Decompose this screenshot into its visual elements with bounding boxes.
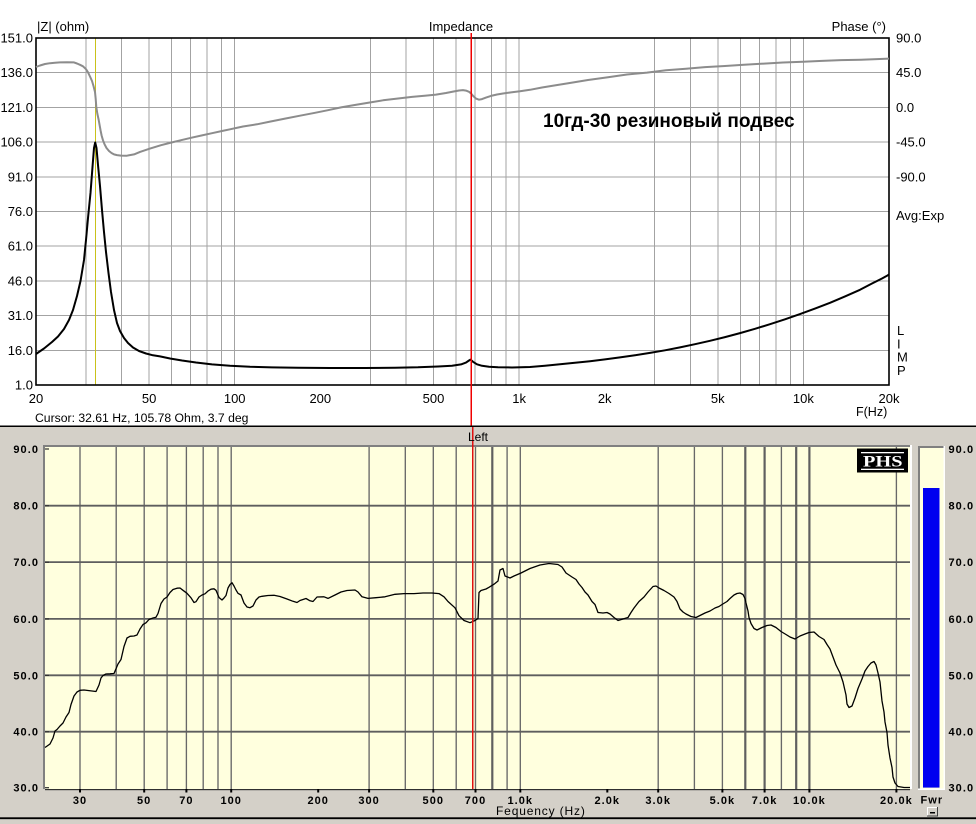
svg-text:40.0: 40.0 xyxy=(949,727,975,739)
svg-text:40.0: 40.0 xyxy=(13,727,39,739)
svg-text:F(Hz): F(Hz) xyxy=(856,405,887,419)
svg-text:60.0: 60.0 xyxy=(949,614,975,626)
svg-text:46.0: 46.0 xyxy=(8,273,33,288)
svg-text:30.0: 30.0 xyxy=(13,783,39,795)
svg-text:1.0k: 1.0k xyxy=(507,795,533,807)
svg-text:80.0: 80.0 xyxy=(13,501,39,513)
svg-text:Fwr: Fwr xyxy=(921,795,944,807)
svg-text:60.0: 60.0 xyxy=(13,614,39,626)
svg-text:16.0: 16.0 xyxy=(8,343,33,358)
svg-text:3.0k: 3.0k xyxy=(645,795,671,807)
svg-text:10k: 10k xyxy=(793,391,814,406)
svg-text:700: 700 xyxy=(465,795,487,807)
svg-text:1k: 1k xyxy=(512,391,526,406)
svg-text:Cursor: 32.61 Hz, 105.78 Ohm,: Cursor: 32.61 Hz, 105.78 Ohm, 3.7 deg xyxy=(35,411,248,425)
svg-text:Impedance: Impedance xyxy=(429,19,493,34)
svg-text:200: 200 xyxy=(309,391,331,406)
svg-text:20: 20 xyxy=(29,391,43,406)
svg-text:90.0: 90.0 xyxy=(13,444,39,456)
svg-text:-90.0: -90.0 xyxy=(896,169,926,184)
svg-text:|Z| (ohm): |Z| (ohm) xyxy=(37,19,89,34)
svg-text:Avg:Exp: Avg:Exp xyxy=(896,208,944,223)
svg-text:7.0k: 7.0k xyxy=(752,795,778,807)
svg-text:100: 100 xyxy=(224,391,246,406)
svg-text:121.0: 121.0 xyxy=(0,100,33,115)
svg-text:10гд-30 резиновый подвес: 10гд-30 резиновый подвес xyxy=(543,111,795,132)
svg-text:90.0: 90.0 xyxy=(949,444,975,456)
svg-text:I: I xyxy=(897,336,901,351)
svg-text:Phase (°): Phase (°) xyxy=(832,19,886,34)
svg-text:10.0k: 10.0k xyxy=(793,795,826,807)
svg-text:100: 100 xyxy=(220,795,242,807)
svg-text:90.0: 90.0 xyxy=(896,31,921,46)
svg-text:200: 200 xyxy=(307,795,329,807)
svg-text:151.0: 151.0 xyxy=(0,31,33,46)
svg-text:50.0: 50.0 xyxy=(949,670,975,682)
svg-text:M: M xyxy=(897,350,908,365)
svg-text:500: 500 xyxy=(423,391,445,406)
svg-text:50.0: 50.0 xyxy=(13,670,39,682)
svg-text:50: 50 xyxy=(137,795,151,807)
svg-text:500: 500 xyxy=(423,795,445,807)
svg-text:2.0k: 2.0k xyxy=(594,795,620,807)
svg-text:31.0: 31.0 xyxy=(8,308,33,323)
svg-text:136.0: 136.0 xyxy=(0,65,33,80)
svg-text:45.0: 45.0 xyxy=(896,65,921,80)
svg-text:76.0: 76.0 xyxy=(8,204,33,219)
svg-text:PHS: PHS xyxy=(863,454,903,471)
svg-text:1.0: 1.0 xyxy=(15,378,33,393)
svg-text:61.0: 61.0 xyxy=(8,239,33,254)
svg-text:70: 70 xyxy=(179,795,193,807)
svg-text:5k: 5k xyxy=(711,391,725,406)
svg-text:300: 300 xyxy=(358,795,380,807)
svg-text:Left: Left xyxy=(468,430,489,444)
svg-text:30.0: 30.0 xyxy=(949,783,975,795)
svg-text:106.0: 106.0 xyxy=(0,135,33,150)
svg-text:50: 50 xyxy=(142,391,156,406)
svg-text:0.0: 0.0 xyxy=(896,100,914,115)
svg-text:-45.0: -45.0 xyxy=(896,135,926,150)
svg-text:2k: 2k xyxy=(598,391,612,406)
svg-text:Fequency (Hz): Fequency (Hz) xyxy=(496,804,586,818)
svg-text:80.0: 80.0 xyxy=(949,501,975,513)
svg-text:20.0k: 20.0k xyxy=(880,795,913,807)
svg-text:70.0: 70.0 xyxy=(13,557,39,569)
svg-text:P: P xyxy=(897,363,906,378)
svg-text:91.0: 91.0 xyxy=(8,169,33,184)
svg-text:5.0k: 5.0k xyxy=(710,795,736,807)
svg-text:20k: 20k xyxy=(879,391,900,406)
svg-text:70.0: 70.0 xyxy=(949,557,975,569)
svg-text:L: L xyxy=(897,323,904,338)
svg-text:30: 30 xyxy=(73,795,87,807)
